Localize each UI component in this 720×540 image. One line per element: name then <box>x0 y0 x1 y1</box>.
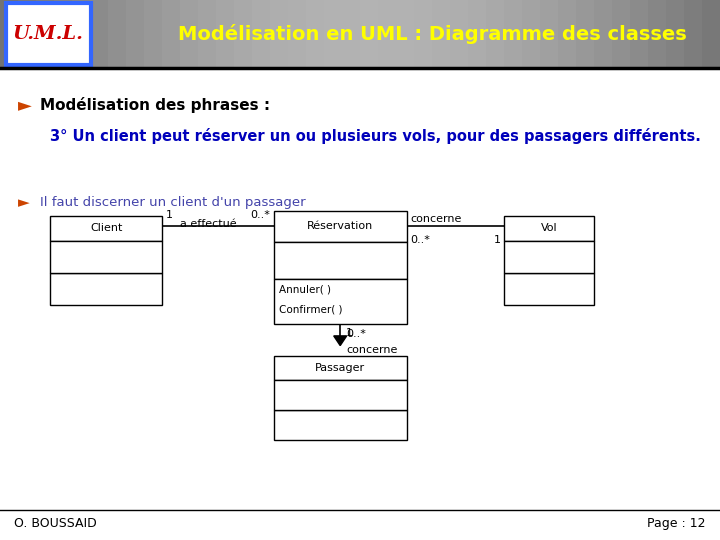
Bar <box>504 273 594 305</box>
Text: 1: 1 <box>166 210 173 220</box>
Text: ►: ► <box>18 195 30 210</box>
Bar <box>432 0 450 68</box>
Text: Vol: Vol <box>541 224 557 233</box>
Bar <box>90 0 108 68</box>
Bar <box>144 0 162 68</box>
Text: U.M.L.: U.M.L. <box>13 25 84 43</box>
Text: Réservation: Réservation <box>307 221 374 232</box>
Bar <box>504 0 522 68</box>
Bar <box>274 380 407 410</box>
Bar <box>50 273 162 305</box>
Bar <box>288 0 306 68</box>
Bar <box>630 0 648 68</box>
Bar <box>274 279 407 324</box>
Bar <box>324 0 342 68</box>
Text: Annuler( ): Annuler( ) <box>279 285 330 295</box>
Text: Client: Client <box>90 224 122 233</box>
Bar <box>702 0 720 68</box>
Bar <box>216 0 234 68</box>
Text: Modélisation en UML : Diagramme des classes: Modélisation en UML : Diagramme des clas… <box>178 24 686 44</box>
Text: 0..*: 0..* <box>346 329 366 339</box>
Bar <box>274 356 407 380</box>
Text: concerne: concerne <box>346 345 397 355</box>
Bar <box>162 0 180 68</box>
Text: 3° Un client peut réserver un ou plusieurs vols, pour des passagers différents.: 3° Un client peut réserver un ou plusieu… <box>50 128 701 144</box>
Bar <box>504 241 594 273</box>
Bar <box>414 0 432 68</box>
Bar <box>18 0 36 68</box>
Bar <box>0 0 18 68</box>
Bar <box>396 0 414 68</box>
Text: Passager: Passager <box>315 363 365 373</box>
Bar <box>270 0 288 68</box>
Bar <box>450 0 468 68</box>
Bar <box>6 3 91 65</box>
Bar <box>274 211 407 242</box>
Text: 1: 1 <box>493 235 500 245</box>
Bar <box>648 0 666 68</box>
Bar <box>594 0 612 68</box>
Bar <box>198 0 216 68</box>
Text: 1: 1 <box>346 328 353 338</box>
Bar <box>72 0 90 68</box>
Bar <box>180 0 198 68</box>
Bar <box>252 0 270 68</box>
Text: Confirmer( ): Confirmer( ) <box>279 304 342 314</box>
Bar <box>684 0 702 68</box>
Bar <box>342 0 360 68</box>
Bar <box>522 0 540 68</box>
Bar <box>378 0 396 68</box>
Bar <box>666 0 684 68</box>
Text: a effectué: a effectué <box>180 219 237 229</box>
Bar <box>274 242 407 279</box>
Bar <box>54 0 72 68</box>
Bar <box>126 0 144 68</box>
Bar <box>360 0 378 68</box>
Bar <box>558 0 576 68</box>
Bar <box>274 410 407 440</box>
Bar <box>306 0 324 68</box>
Bar <box>108 0 126 68</box>
Bar <box>504 216 594 241</box>
Text: O. BOUSSAID: O. BOUSSAID <box>14 517 97 530</box>
Text: 0..*: 0..* <box>250 210 270 220</box>
Bar <box>486 0 504 68</box>
Bar <box>234 0 252 68</box>
Bar <box>36 0 54 68</box>
Bar <box>612 0 630 68</box>
Bar <box>50 241 162 273</box>
Bar <box>540 0 558 68</box>
Text: Modélisation des phrases :: Modélisation des phrases : <box>40 97 270 113</box>
Text: ►: ► <box>18 96 32 114</box>
Bar <box>468 0 486 68</box>
Polygon shape <box>334 336 347 346</box>
Text: 0..*: 0..* <box>410 235 431 245</box>
Text: Page : 12: Page : 12 <box>647 517 706 530</box>
Bar <box>576 0 594 68</box>
Text: Il faut discerner un client d'un passager: Il faut discerner un client d'un passage… <box>40 196 305 209</box>
Bar <box>50 216 162 241</box>
Text: concerne: concerne <box>410 214 462 224</box>
